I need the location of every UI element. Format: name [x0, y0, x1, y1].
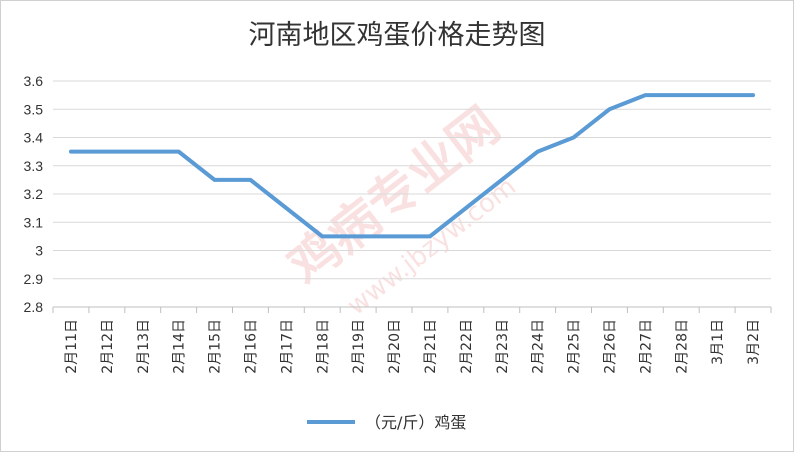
data-point: [536, 150, 540, 154]
x-tick-label: 2月20日: [387, 319, 403, 374]
data-point: [715, 93, 719, 97]
x-tick-label: 2月25日: [567, 319, 583, 374]
x-tick-label: 2月19日: [351, 319, 367, 374]
y-tick-label: 3.5: [24, 101, 44, 117]
x-tick-label: 2月11日: [64, 319, 80, 374]
x-tick-label: 2月16日: [243, 319, 259, 374]
x-tick-label: 2月24日: [531, 319, 547, 374]
data-point: [284, 206, 288, 210]
data-point: [392, 234, 396, 238]
x-tick-label: 2月22日: [459, 319, 475, 374]
y-tick-label: 3.1: [24, 214, 44, 230]
y-tick-label: 3.2: [24, 186, 44, 202]
x-tick-label: 3月2日: [746, 319, 762, 365]
x-tick-label: 2月15日: [208, 319, 224, 374]
y-tick-label: 2.9: [24, 271, 44, 287]
legend-label: （元/斤）鸡蛋: [365, 413, 466, 432]
y-tick-label: 3.3: [24, 158, 44, 174]
data-point: [607, 107, 611, 111]
data-point: [105, 150, 109, 154]
data-point: [464, 206, 468, 210]
y-tick-label: 3: [35, 243, 43, 259]
x-tick-label: 2月23日: [495, 319, 511, 374]
x-tick-label: 2月13日: [136, 319, 152, 374]
x-tick-label: 3月1日: [710, 319, 726, 365]
y-tick-label: 3.4: [24, 130, 44, 146]
data-point: [643, 93, 647, 97]
data-point: [500, 178, 504, 182]
data-point: [213, 178, 217, 182]
x-tick-label: 2月17日: [279, 319, 295, 374]
data-point: [572, 136, 576, 140]
x-tick-label: 2月27日: [638, 319, 654, 374]
x-tick-label: 2月28日: [674, 319, 690, 374]
y-tick-label: 3.6: [24, 73, 44, 89]
data-point: [751, 93, 755, 97]
data-point: [69, 150, 73, 154]
x-tick-label: 2月18日: [315, 319, 331, 374]
series-line-group: [68, 93, 756, 239]
data-point: [679, 93, 683, 97]
data-point: [248, 178, 252, 182]
x-tick-label: 2月14日: [172, 319, 188, 374]
data-point: [141, 150, 145, 154]
data-point: [356, 234, 360, 238]
y-axis: 2.8 2.9 3 3.1 3.2 3.3 3.4 3.5 3.6: [24, 73, 44, 315]
data-point: [177, 150, 181, 154]
data-point: [320, 234, 324, 238]
legend: （元/斤）鸡蛋: [307, 413, 466, 432]
chart-title: 河南地区鸡蛋价格走势图: [248, 20, 546, 51]
series-line: [68, 93, 756, 239]
x-tick-label: 2月26日: [602, 319, 618, 374]
x-tick-label: 2月21日: [423, 319, 439, 374]
x-tick-label: 2月12日: [100, 319, 116, 374]
x-axis: 2月11日 2月12日 2月13日 2月14日 2月15日 2月16日 2月17日 2月18日…: [52, 306, 772, 374]
watermark: 鸡病专业网 www.jbzyw.com: [278, 96, 522, 322]
y-tick-label: 2.8: [24, 299, 44, 315]
data-point: [428, 234, 432, 238]
